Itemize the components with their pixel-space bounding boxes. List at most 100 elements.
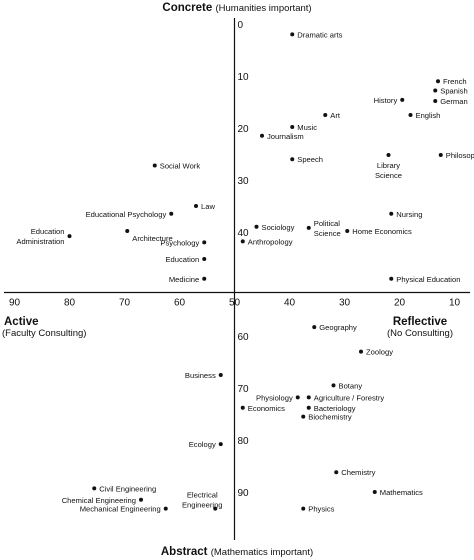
point-label-mathematics: Mathematics — [380, 488, 423, 497]
point-label-chemical-engineering: Chemical Engineering — [62, 496, 136, 505]
point-physics — [301, 506, 306, 511]
bottom-axis-label: Abstract (Mathematics important) — [161, 546, 313, 558]
point-physical-education — [389, 276, 394, 281]
y-tick-label: 20 — [238, 124, 250, 135]
point-nursing — [389, 211, 394, 216]
point-label-educational-psychology: Educational Psychology — [86, 210, 167, 219]
x-tick-label: 90 — [9, 298, 21, 309]
point-label-psychology: Psychology — [160, 238, 199, 247]
y-tick-label: 0 — [238, 20, 244, 31]
point-law — [194, 204, 198, 208]
point-label-art: Art — [330, 111, 341, 120]
point-zoology — [359, 349, 363, 354]
point-chemistry — [334, 470, 339, 475]
left-axis-sublabel: (Faculty Consulting) — [2, 328, 86, 339]
point-educational-psychology — [169, 211, 174, 216]
point-education — [202, 257, 207, 262]
point-label-architecture: Architecture — [132, 234, 173, 243]
x-tick-label: 10 — [449, 298, 461, 309]
x-tick-label: 20 — [394, 298, 406, 309]
point-psychology — [202, 240, 207, 245]
point-label-speech: Speech — [297, 155, 323, 164]
top-axis-label: Concrete (Humanities important) — [162, 2, 311, 14]
point-label-french: French — [443, 77, 467, 86]
point-label-music: Music — [297, 123, 317, 132]
x-tick-label: 50 — [229, 298, 241, 309]
point-physiology — [295, 395, 300, 400]
y-tick-label: 40 — [238, 228, 250, 239]
point-label-agriculture-forestry: Agriculture / Forestry — [314, 393, 385, 402]
point-sociology — [254, 224, 259, 229]
point-architecture — [125, 228, 130, 233]
point-electrical-engineering — [213, 506, 218, 511]
point-agriculture-forestry — [306, 395, 311, 400]
point-label-education-administration: Education Administration — [16, 227, 64, 246]
point-german — [433, 98, 438, 103]
x-tick-label: 60 — [174, 298, 186, 309]
point-label-spanish: Spanish — [440, 87, 467, 96]
point-economics — [240, 405, 245, 410]
point-english — [408, 113, 413, 117]
point-geography — [312, 325, 317, 330]
point-spanish — [433, 88, 438, 93]
point-label-law: Law — [201, 202, 215, 211]
y-tick-label: 70 — [238, 384, 250, 395]
point-label-civil-engineering: Civil Engineering — [99, 484, 156, 493]
point-label-ecology: Ecology — [189, 440, 216, 449]
point-label-library-science: Library Science — [375, 161, 402, 180]
point-philosophy — [438, 153, 443, 158]
x-tick-label: 40 — [284, 298, 296, 309]
point-label-anthropology: Anthropology — [248, 237, 293, 246]
point-label-chemistry: Chemistry — [341, 468, 375, 477]
point-speech — [290, 157, 295, 162]
point-label-medicine: Medicine — [169, 275, 199, 284]
point-french — [436, 79, 440, 84]
point-chemical-engineering — [139, 497, 143, 502]
point-label-physical-education: Physical Education — [396, 275, 460, 284]
point-label-philosophy: Philosophy — [446, 151, 474, 160]
point-business — [218, 373, 223, 377]
point-label-zoology: Zoology — [366, 348, 393, 357]
y-tick-label: 10 — [238, 72, 250, 83]
point-label-education: Education — [165, 255, 199, 264]
point-mathematics — [372, 490, 377, 494]
point-journalism — [260, 133, 264, 138]
point-mechanical-engineering — [163, 506, 168, 511]
point-label-journalism: Journalism — [267, 132, 304, 141]
point-medicine — [202, 276, 207, 281]
point-label-german: German — [440, 97, 467, 106]
right-axis-label: Reflective — [393, 316, 447, 328]
y-tick-label: 90 — [238, 488, 250, 499]
point-label-botany: Botany — [339, 381, 363, 390]
point-civil-engineering — [92, 486, 97, 491]
y-tick-label: 60 — [238, 332, 250, 343]
point-social-work — [152, 163, 157, 168]
right-axis-sublabel: (No Consulting) — [387, 328, 453, 339]
point-label-electrical-engineering: Electrical Engineering — [182, 491, 223, 510]
point-education-administration — [67, 234, 72, 239]
point-dramatic-arts — [290, 32, 295, 37]
point-label-nursing: Nursing — [396, 210, 422, 219]
point-history — [400, 97, 405, 102]
point-label-social-work: Social Work — [160, 161, 201, 170]
point-home-economics — [345, 228, 350, 233]
x-tick-label: 30 — [339, 298, 351, 309]
point-label-sociology: Sociology — [262, 223, 295, 232]
point-art — [323, 113, 328, 117]
x-tick-label: 70 — [119, 298, 131, 309]
point-ecology — [218, 442, 223, 447]
point-biochemistry — [301, 414, 306, 419]
x-tick-labels: 90 80 70 60 50 40 30 20 10 — [9, 298, 461, 309]
point-label-home-economics: Home Economics — [352, 227, 412, 236]
y-tick-label: 30 — [238, 176, 250, 187]
x-tick-label: 80 — [64, 298, 76, 309]
point-music — [290, 124, 295, 129]
point-label-history: History — [374, 96, 398, 105]
point-label-economics: Economics — [248, 404, 285, 413]
point-library-science — [386, 153, 391, 158]
left-axis-label: Active — [4, 316, 39, 328]
point-label-english: English — [416, 111, 441, 120]
point-label-physics: Physics — [308, 505, 334, 514]
point-anthropology — [240, 239, 245, 244]
